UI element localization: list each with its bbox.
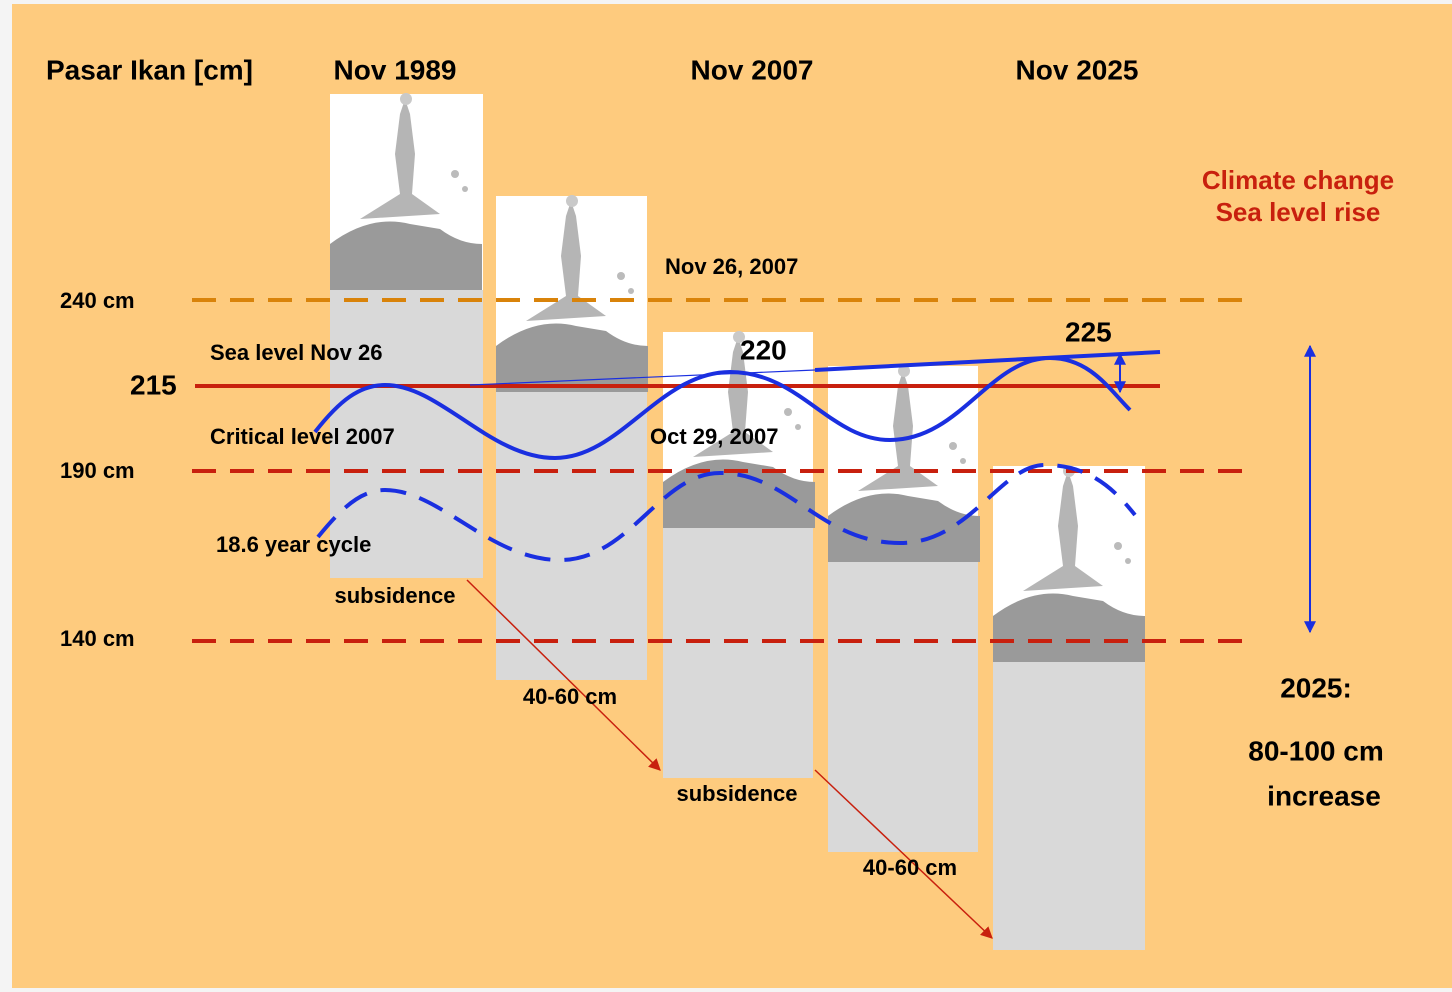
annotation: Nov 26, 2007: [665, 254, 798, 279]
period: Nov 2025: [1016, 54, 1139, 85]
level-label: 140 cm: [60, 626, 135, 651]
annotation: 18.6 year cycle: [216, 532, 371, 557]
level-label: 240 cm: [60, 288, 135, 313]
title: Pasar Ikan [cm]: [46, 54, 253, 85]
annotation: 225: [1065, 316, 1112, 347]
annotation: Critical level 2007: [210, 424, 395, 449]
annotation: Sea level Nov 26: [210, 340, 382, 365]
annotation: subsidence: [676, 781, 797, 806]
annotation: subsidence: [334, 583, 455, 608]
period: Nov 2007: [691, 54, 814, 85]
climate-label: Sea level rise: [1216, 197, 1381, 227]
annotation: 220: [740, 334, 787, 365]
annotation: Oct 29, 2007: [650, 424, 778, 449]
level-label: 215: [130, 369, 177, 400]
summary: 80-100 cm: [1248, 735, 1383, 766]
summary: 2025:: [1280, 672, 1352, 703]
diagram: Pasar Ikan [cm] Nov 1989 Nov 2007 Nov 20…: [0, 0, 1452, 992]
annotation: 40-60 cm: [863, 855, 957, 880]
period: Nov 1989: [334, 54, 457, 85]
annotation: 40-60 cm: [523, 684, 617, 709]
summary: increase: [1267, 780, 1381, 811]
level-label: 190 cm: [60, 458, 135, 483]
climate-label: Climate change: [1202, 165, 1394, 195]
